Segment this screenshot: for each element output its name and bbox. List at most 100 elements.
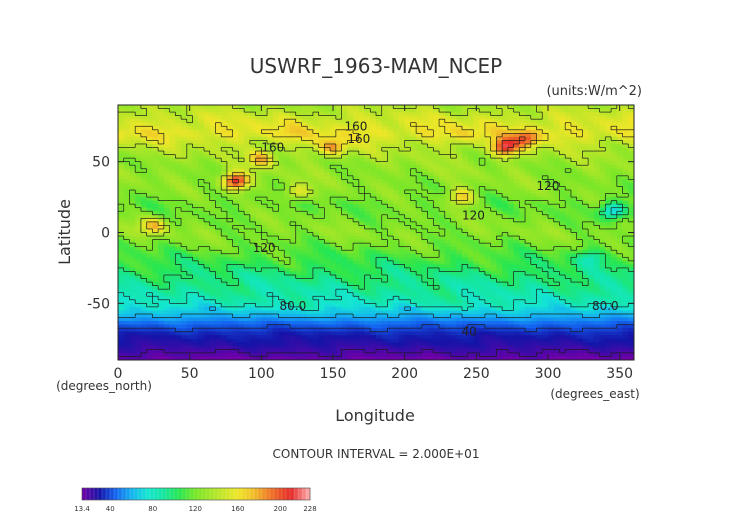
- heatmap-cell: [588, 292, 595, 297]
- heatmap-cell: [341, 232, 348, 237]
- heatmap-cell: [467, 197, 474, 202]
- heatmap-cell: [272, 257, 279, 262]
- heatmap-cell: [307, 140, 314, 145]
- heatmap-cell: [565, 140, 572, 145]
- heatmap-cell: [404, 122, 411, 127]
- heatmap-cell: [255, 136, 262, 141]
- heatmap-cell: [249, 119, 256, 124]
- heatmap-cell: [513, 143, 520, 148]
- heatmap-cell: [353, 218, 360, 223]
- heatmap-cell: [226, 267, 234, 272]
- heatmap-cell: [490, 292, 497, 297]
- heatmap-cell: [307, 299, 314, 304]
- heatmap-cell: [576, 140, 583, 145]
- heatmap-cell: [192, 133, 199, 138]
- heatmap-cell: [169, 172, 176, 177]
- heatmap-cell: [473, 243, 480, 248]
- heatmap-cell: [347, 250, 354, 255]
- heatmap-cell: [616, 289, 623, 294]
- heatmap-cell: [519, 285, 526, 290]
- heatmap-cell: [433, 168, 440, 173]
- heatmap-cell: [295, 190, 302, 194]
- heatmap-cell: [525, 296, 532, 301]
- heatmap-cell: [318, 154, 325, 159]
- heatmap-cell: [593, 214, 600, 219]
- heatmap-cell: [186, 115, 193, 120]
- heatmap-cell: [530, 278, 537, 283]
- heatmap-cell: [479, 204, 486, 209]
- heatmap-cell: [278, 182, 285, 187]
- heatmap-cell: [232, 147, 239, 152]
- heatmap-cell: [140, 197, 148, 202]
- heatmap-cell: [542, 147, 549, 152]
- heatmap-cell: [473, 172, 480, 177]
- heatmap-cell: [123, 147, 130, 152]
- heatmap-cell: [163, 154, 170, 159]
- heatmap-cell: [416, 193, 423, 198]
- heatmap-cell: [272, 190, 279, 194]
- heatmap-cell: [290, 182, 297, 187]
- heatmap-cell: [318, 253, 325, 258]
- heatmap-cell: [576, 282, 583, 287]
- heatmap-cell: [163, 112, 170, 117]
- heatmap-cell: [163, 211, 170, 216]
- heatmap-cell: [387, 292, 394, 297]
- heatmap-cell: [421, 172, 428, 177]
- heatmap-cell: [427, 236, 434, 240]
- heatmap-cell: [318, 126, 325, 131]
- heatmap-cell: [330, 239, 337, 244]
- heatmap-cell: [398, 207, 406, 212]
- heatmap-cell: [295, 236, 302, 240]
- heatmap-cell: [588, 193, 595, 198]
- heatmap-cell: [318, 296, 325, 301]
- heatmap-cell: [278, 225, 285, 230]
- heatmap-cell: [611, 186, 618, 191]
- heatmap-cell: [490, 296, 497, 301]
- heatmap-cell: [232, 119, 239, 124]
- heatmap-cell: [169, 186, 176, 191]
- heatmap-cell: [135, 207, 142, 212]
- heatmap-cell: [284, 133, 291, 138]
- heatmap-cell: [576, 115, 583, 120]
- heatmap-cell: [158, 278, 165, 283]
- heatmap-cell: [175, 289, 182, 294]
- heatmap-cell: [570, 236, 578, 240]
- heatmap-cell: [146, 122, 153, 127]
- heatmap-cell: [215, 165, 222, 170]
- heatmap-cell: [616, 179, 623, 184]
- heatmap-cell: [628, 154, 634, 159]
- heatmap-cell: [215, 289, 222, 294]
- heatmap-cell: [565, 108, 572, 113]
- heatmap-cell: [284, 154, 291, 159]
- heatmap-cell: [559, 218, 566, 223]
- heatmap-cell: [398, 239, 406, 244]
- heatmap-cell: [238, 264, 245, 269]
- heatmap-cell: [198, 204, 205, 209]
- heatmap-cell: [215, 119, 222, 124]
- heatmap-cell: [123, 211, 130, 216]
- heatmap-cell: [232, 143, 239, 148]
- heatmap-cell: [599, 239, 606, 244]
- heatmap-cell: [221, 122, 228, 127]
- heatmap-cell: [553, 211, 560, 216]
- heatmap-cell: [192, 151, 199, 155]
- heatmap-cell: [484, 112, 492, 117]
- heatmap-cell: [204, 172, 211, 177]
- heatmap-cell: [398, 271, 406, 276]
- heatmap-cell: [513, 122, 520, 127]
- heatmap-cell: [169, 197, 176, 202]
- heatmap-cell: [404, 165, 411, 170]
- heatmap-cell: [410, 151, 417, 155]
- heatmap-cell: [456, 236, 463, 240]
- heatmap-cell: [398, 126, 406, 131]
- heatmap-cell: [221, 292, 228, 297]
- heatmap-cell: [484, 211, 492, 216]
- heatmap-cell: [599, 154, 606, 159]
- heatmap-cell: [129, 296, 136, 301]
- heatmap-cell: [421, 115, 428, 120]
- heatmap-cell: [198, 172, 205, 177]
- heatmap-cell: [129, 140, 136, 145]
- heatmap-cell: [605, 179, 612, 184]
- heatmap-cell: [398, 168, 406, 173]
- plot-area: [117, 104, 635, 361]
